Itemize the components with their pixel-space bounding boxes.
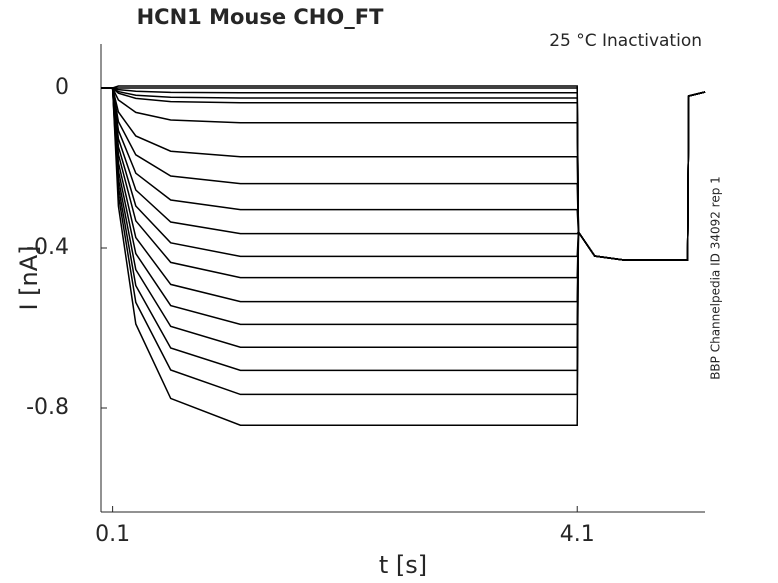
- trace: [101, 87, 706, 348]
- y-tick-label: 0: [55, 75, 69, 100]
- y-axis-label: I [nA]: [15, 245, 43, 310]
- trace: [101, 87, 706, 396]
- side-note: BBP Channelpedia ID 34092 rep 1: [709, 176, 723, 380]
- x-axis-label: t [s]: [379, 551, 427, 579]
- y-tick-label: -0.8: [26, 395, 69, 420]
- trace: [101, 87, 706, 372]
- trace: [101, 87, 706, 303]
- chart-title: HCN1 Mouse CHO_FT: [137, 5, 384, 29]
- trace: [101, 87, 706, 261]
- x-tick-label: 4.1: [560, 522, 595, 547]
- y-tick-label: -0.4: [26, 235, 69, 260]
- x-tick-label: 0.1: [95, 522, 130, 547]
- trace: [101, 87, 706, 279]
- annotation: 25 °C Inactivation: [549, 31, 702, 51]
- trace: [101, 87, 706, 426]
